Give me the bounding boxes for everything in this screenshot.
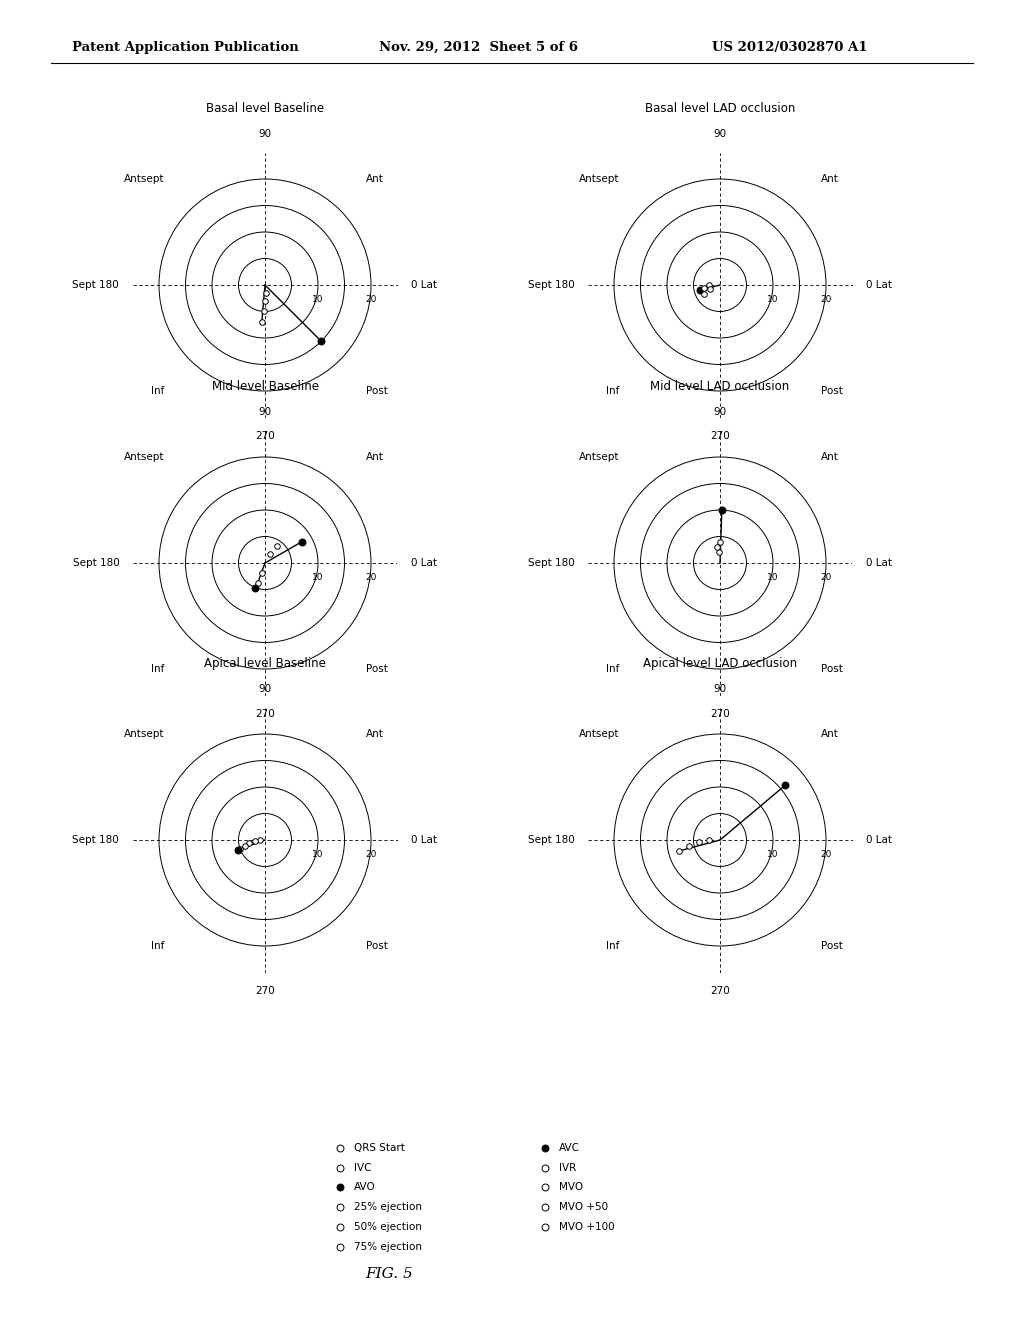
Text: 10: 10	[767, 850, 778, 858]
Text: Post: Post	[820, 664, 843, 673]
Text: Antsept: Antsept	[124, 174, 164, 185]
Text: 20: 20	[366, 850, 377, 858]
Text: 90: 90	[258, 684, 271, 694]
Text: Sept 180: Sept 180	[73, 836, 119, 845]
Text: 0 Lat: 0 Lat	[865, 836, 892, 845]
Text: 0 Lat: 0 Lat	[411, 836, 437, 845]
Text: Ant: Ant	[820, 174, 839, 185]
Text: MVO +100: MVO +100	[559, 1222, 614, 1232]
Text: US 2012/0302870 A1: US 2012/0302870 A1	[712, 41, 867, 54]
Text: Antsept: Antsept	[579, 729, 620, 739]
Text: Inf: Inf	[151, 385, 164, 396]
Text: Inf: Inf	[151, 664, 164, 673]
Text: Sept 180: Sept 180	[527, 280, 574, 290]
Text: Sept 180: Sept 180	[527, 558, 574, 568]
Text: Mid level Baseline: Mid level Baseline	[212, 380, 318, 393]
Text: 270: 270	[710, 986, 730, 995]
Text: 90: 90	[714, 129, 727, 139]
Text: Ant: Ant	[366, 729, 384, 739]
Text: IVR: IVR	[559, 1163, 577, 1172]
Text: Inf: Inf	[151, 941, 164, 950]
Text: Ant: Ant	[820, 453, 839, 462]
Text: 10: 10	[767, 573, 778, 582]
Text: 270: 270	[255, 986, 274, 995]
Text: AVC: AVC	[559, 1143, 581, 1152]
Text: MVO +50: MVO +50	[559, 1203, 608, 1212]
Text: 10: 10	[767, 294, 778, 304]
Text: 270: 270	[255, 430, 274, 441]
Text: Antsept: Antsept	[124, 729, 164, 739]
Text: Post: Post	[366, 941, 387, 950]
Text: 20: 20	[820, 573, 831, 582]
Text: 0 Lat: 0 Lat	[865, 558, 892, 568]
Text: 10: 10	[312, 573, 324, 582]
Text: Ant: Ant	[366, 453, 384, 462]
Text: 270: 270	[255, 709, 274, 719]
Text: Post: Post	[366, 385, 387, 396]
Text: Apical level Baseline: Apical level Baseline	[204, 657, 326, 671]
Text: Inf: Inf	[606, 941, 620, 950]
Text: Antsept: Antsept	[124, 453, 164, 462]
Text: Sept 180: Sept 180	[527, 836, 574, 845]
Text: 20: 20	[820, 850, 831, 858]
Text: Post: Post	[820, 941, 843, 950]
Text: Inf: Inf	[606, 664, 620, 673]
Text: 90: 90	[714, 684, 727, 694]
Text: Apical level LAD occlusion: Apical level LAD occlusion	[643, 657, 797, 671]
Text: 25% ejection: 25% ejection	[354, 1203, 422, 1212]
Text: Mid level LAD occlusion: Mid level LAD occlusion	[650, 380, 790, 393]
Text: Basal level LAD occlusion: Basal level LAD occlusion	[645, 103, 796, 115]
Text: Basal level Baseline: Basal level Baseline	[206, 103, 324, 115]
Text: Sept 180: Sept 180	[73, 280, 119, 290]
Text: 20: 20	[366, 294, 377, 304]
Text: 20: 20	[820, 294, 831, 304]
Text: Ant: Ant	[820, 729, 839, 739]
Text: 0 Lat: 0 Lat	[865, 280, 892, 290]
Text: IVC: IVC	[354, 1163, 372, 1172]
Text: FIG. 5: FIG. 5	[366, 1267, 413, 1280]
Text: Antsept: Antsept	[579, 453, 620, 462]
Text: Post: Post	[820, 385, 843, 396]
Text: 270: 270	[710, 709, 730, 719]
Text: 90: 90	[258, 408, 271, 417]
Text: AVO: AVO	[354, 1183, 376, 1192]
Text: 10: 10	[312, 294, 324, 304]
Text: 0 Lat: 0 Lat	[411, 280, 437, 290]
Text: 20: 20	[366, 573, 377, 582]
Text: 50% ejection: 50% ejection	[354, 1222, 422, 1232]
Text: Patent Application Publication: Patent Application Publication	[72, 41, 298, 54]
Text: 270: 270	[710, 430, 730, 441]
Text: 0 Lat: 0 Lat	[411, 558, 437, 568]
Text: Ant: Ant	[366, 174, 384, 185]
Text: QRS Start: QRS Start	[354, 1143, 406, 1152]
Text: Antsept: Antsept	[579, 174, 620, 185]
Text: Nov. 29, 2012  Sheet 5 of 6: Nov. 29, 2012 Sheet 5 of 6	[379, 41, 578, 54]
Text: 90: 90	[714, 408, 727, 417]
Text: MVO: MVO	[559, 1183, 584, 1192]
Text: Sept 180: Sept 180	[73, 558, 119, 568]
Text: Post: Post	[366, 664, 387, 673]
Text: Inf: Inf	[606, 385, 620, 396]
Text: 90: 90	[258, 129, 271, 139]
Text: 75% ejection: 75% ejection	[354, 1242, 422, 1251]
Text: 10: 10	[312, 850, 324, 858]
